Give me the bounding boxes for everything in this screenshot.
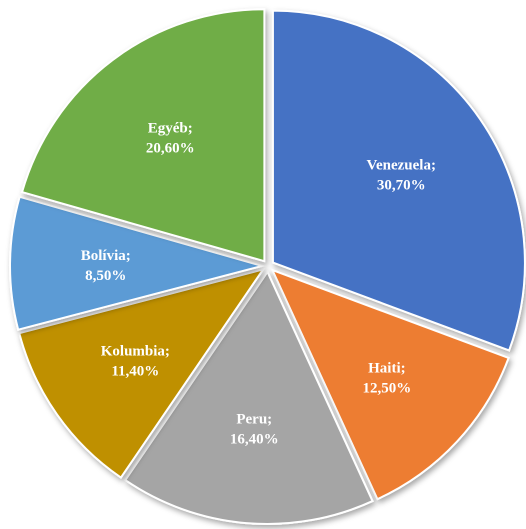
pie-labels: Venezuela; 30,70% Haiti; 12,50% Peru; 16,40% K… xyxy=(81,121,436,448)
pie-slice-haiti xyxy=(270,268,510,501)
data-label-bolivia: Bolívia; 8,50% xyxy=(81,248,131,284)
data-label-peru: Peru; 16,40% xyxy=(230,412,279,448)
data-label-kolumbia: Kolumbia; 11,40% xyxy=(101,343,170,379)
pie-slice-kolumbia xyxy=(18,267,266,479)
data-label-egyeb: Egyéb; 20,60% xyxy=(146,121,195,157)
data-label-venezuela: Venezuela; 30,70% xyxy=(367,157,436,193)
pie-slice-peru xyxy=(123,269,374,525)
data-label-haiti: Haiti; 12,50% xyxy=(362,360,411,396)
pie-slice-venezuela xyxy=(271,9,526,352)
pie-slice-bolivia xyxy=(9,195,266,331)
pie-slice-egyeb xyxy=(20,8,266,263)
pie-slices xyxy=(9,8,526,525)
